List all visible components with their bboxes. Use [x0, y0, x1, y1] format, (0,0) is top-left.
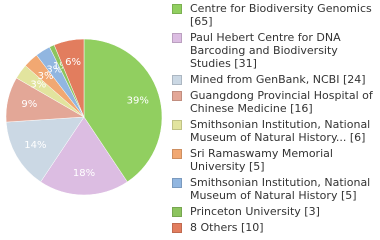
legend-label: 8 Others [10] — [190, 221, 264, 234]
slice-label: 18% — [73, 168, 95, 179]
legend-label: Sri Ramaswamy Memorial University [5] — [190, 147, 333, 173]
pie-slice — [40, 116, 128, 196]
legend-swatch — [172, 75, 182, 85]
legend-item: 8 Others [10] — [172, 221, 378, 234]
legend: Centre for Biodiversity Genomics [65] Pau… — [172, 2, 378, 237]
legend-swatch — [172, 223, 182, 233]
legend-label: Mined from GenBank, NCBI [24] — [190, 73, 366, 86]
legend-swatch — [172, 4, 182, 14]
legend-label: Smithsonian Institution, National Museum… — [190, 118, 371, 144]
slice-label: 3% — [38, 71, 54, 82]
legend-item: Centre for Biodiversity Genomics [65] — [172, 2, 378, 28]
legend-label: Paul Hebert Centre for DNA Barcoding and… — [190, 31, 341, 70]
legend-label: Guangdong Provincial Hospital of Chinese… — [190, 89, 373, 115]
legend-item: Smithsonian Institution, National Museum… — [172, 176, 378, 202]
legend-item: Sri Ramaswamy Memorial University [5] — [172, 147, 378, 173]
pie-slice — [5, 116, 85, 183]
legend-item: Guangdong Provincial Hospital of Chinese… — [172, 89, 378, 115]
legend-item: Princeton University [3] — [172, 205, 378, 218]
slice-label: 1% — [53, 61, 69, 72]
legend-swatch — [172, 178, 182, 188]
legend-swatch — [172, 33, 182, 43]
slice-label: 14% — [24, 140, 46, 151]
slice-label: 3% — [46, 64, 62, 75]
legend-swatch — [172, 120, 182, 130]
slice-label: 3% — [30, 79, 46, 90]
slice-label: 39% — [127, 96, 149, 107]
legend-item: Paul Hebert Centre for DNA Barcoding and… — [172, 31, 378, 70]
legend-swatch — [172, 91, 182, 101]
legend-label: Smithsonian Institution, National Museum… — [190, 176, 371, 202]
legend-swatch — [172, 149, 182, 159]
legend-swatch — [172, 207, 182, 217]
legend-item: Smithsonian Institution, National Museum… — [172, 118, 378, 144]
slice-label: 9% — [21, 99, 37, 110]
slice-label: 6% — [65, 57, 81, 68]
legend-label: Centre for Biodiversity Genomics [65] — [190, 2, 372, 28]
legend-item: Mined from GenBank, NCBI [24] — [172, 73, 378, 86]
pie: 39%18%14%9%3%3%3%1%6% — [5, 38, 163, 196]
legend-label: Princeton University [3] — [190, 205, 320, 218]
pie-slice — [53, 38, 85, 118]
